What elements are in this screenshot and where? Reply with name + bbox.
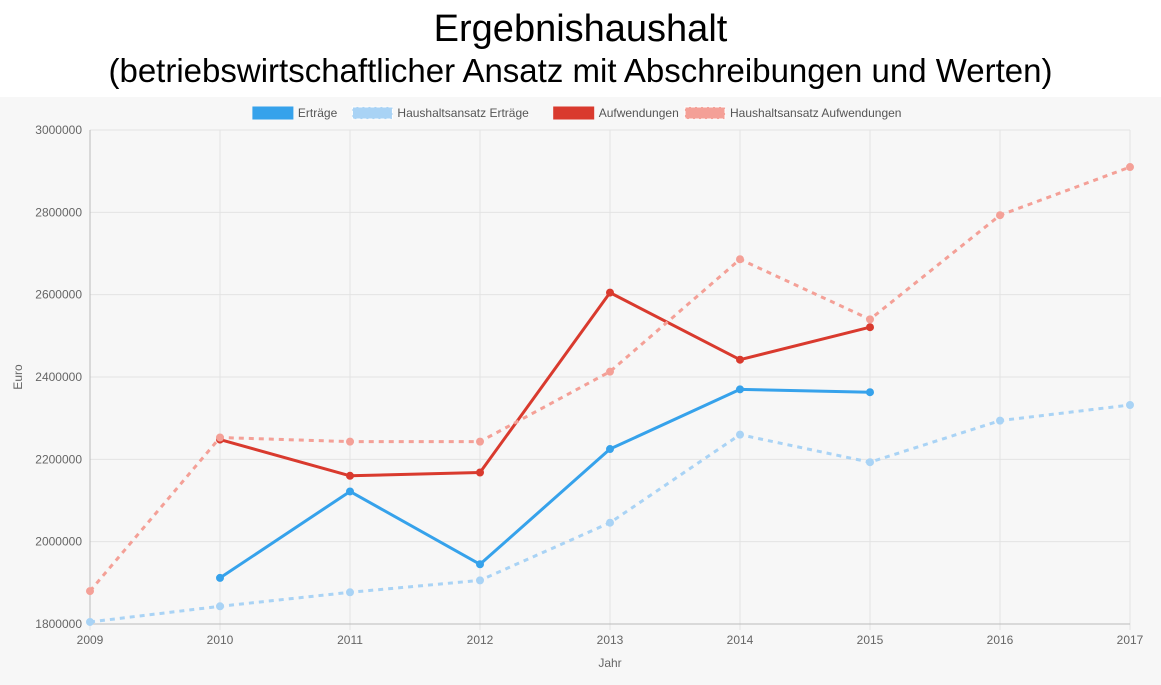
series: [86, 163, 1134, 626]
legend-swatch: [553, 106, 595, 120]
data-point[interactable]: [476, 576, 484, 585]
data-point[interactable]: [346, 588, 354, 597]
legend-swatch: [684, 106, 726, 120]
data-point[interactable]: [476, 468, 484, 477]
x-tick-label: 2010: [207, 633, 234, 647]
data-point[interactable]: [736, 385, 744, 394]
y-tick-label: 1800000: [35, 617, 82, 631]
y-axis-label: Euro: [11, 364, 25, 390]
x-tick-label: 2009: [77, 633, 104, 647]
data-point[interactable]: [736, 255, 744, 264]
x-tick-label: 2012: [467, 633, 494, 647]
x-tick-label: 2015: [857, 633, 884, 647]
legend: Erträge Haushaltsansatz Erträge Aufwendung…: [252, 106, 901, 120]
data-point[interactable]: [86, 617, 94, 626]
data-point[interactable]: [1126, 163, 1134, 172]
chart-panel: [0, 97, 1161, 685]
data-point[interactable]: [606, 367, 614, 376]
legend-swatch: [252, 106, 294, 120]
x-tick-label: 2013: [597, 633, 624, 647]
data-point[interactable]: [606, 445, 614, 454]
series-0: [216, 385, 874, 582]
series-line: [88, 165, 1131, 593]
data-point[interactable]: [346, 437, 354, 446]
chart-title: Ergebnishaushalt: [433, 8, 728, 50]
data-point[interactable]: [866, 323, 874, 332]
data-point[interactable]: [346, 487, 354, 496]
data-point[interactable]: [736, 355, 744, 364]
legend-item[interactable]: Haushaltsansatz Erträge: [351, 106, 529, 120]
data-point[interactable]: [216, 433, 224, 442]
x-tick-label: 2017: [1117, 633, 1144, 647]
data-point[interactable]: [476, 437, 484, 446]
y-tick-label: 2800000: [35, 205, 82, 219]
x-tick-label: 2014: [727, 633, 754, 647]
legend-item[interactable]: Aufwendungen: [553, 106, 679, 120]
data-point[interactable]: [866, 315, 874, 324]
data-point[interactable]: [736, 430, 744, 439]
data-point[interactable]: [1126, 400, 1134, 409]
data-point[interactable]: [996, 211, 1004, 220]
legend-label: Erträge: [298, 106, 338, 120]
data-point[interactable]: [346, 471, 354, 480]
legend-label: Haushaltsansatz Aufwendungen: [730, 106, 901, 120]
grid: [89, 129, 1131, 630]
y-tick-label: 2200000: [35, 452, 82, 466]
series-line: [219, 291, 871, 478]
series-1: [86, 400, 1134, 626]
data-point[interactable]: [216, 602, 224, 611]
legend-swatch: [351, 106, 393, 120]
data-point[interactable]: [866, 458, 874, 467]
data-point[interactable]: [216, 573, 224, 582]
legend-item[interactable]: Erträge: [252, 106, 338, 120]
chart-subtitle: (betriebswirtschaftlicher Ansatz mit Abs…: [108, 52, 1053, 89]
y-tick-label: 2400000: [35, 370, 82, 384]
data-point[interactable]: [606, 288, 614, 297]
x-tick-label: 2016: [987, 633, 1014, 647]
data-point[interactable]: [86, 587, 94, 596]
y-tick-label: 2000000: [35, 535, 82, 549]
y-tick-label: 2600000: [35, 288, 82, 302]
data-point[interactable]: [866, 388, 874, 397]
series-3: [86, 163, 1134, 596]
series-2: [216, 288, 874, 480]
data-point[interactable]: [476, 560, 484, 569]
legend-label: Haushaltsansatz Erträge: [397, 106, 529, 120]
axes: 1800000 2000000 2200000 2400000 2600000 28000…: [35, 123, 1143, 647]
data-point[interactable]: [606, 518, 614, 527]
legend-item[interactable]: Haushaltsansatz Aufwendungen: [684, 106, 901, 120]
series-line: [219, 387, 871, 580]
x-tick-label: 2011: [337, 633, 363, 647]
y-tick-label: 3000000: [35, 123, 82, 137]
legend-label: Aufwendungen: [599, 106, 679, 120]
data-point[interactable]: [996, 416, 1004, 425]
x-axis-label: Jahr: [598, 656, 621, 670]
